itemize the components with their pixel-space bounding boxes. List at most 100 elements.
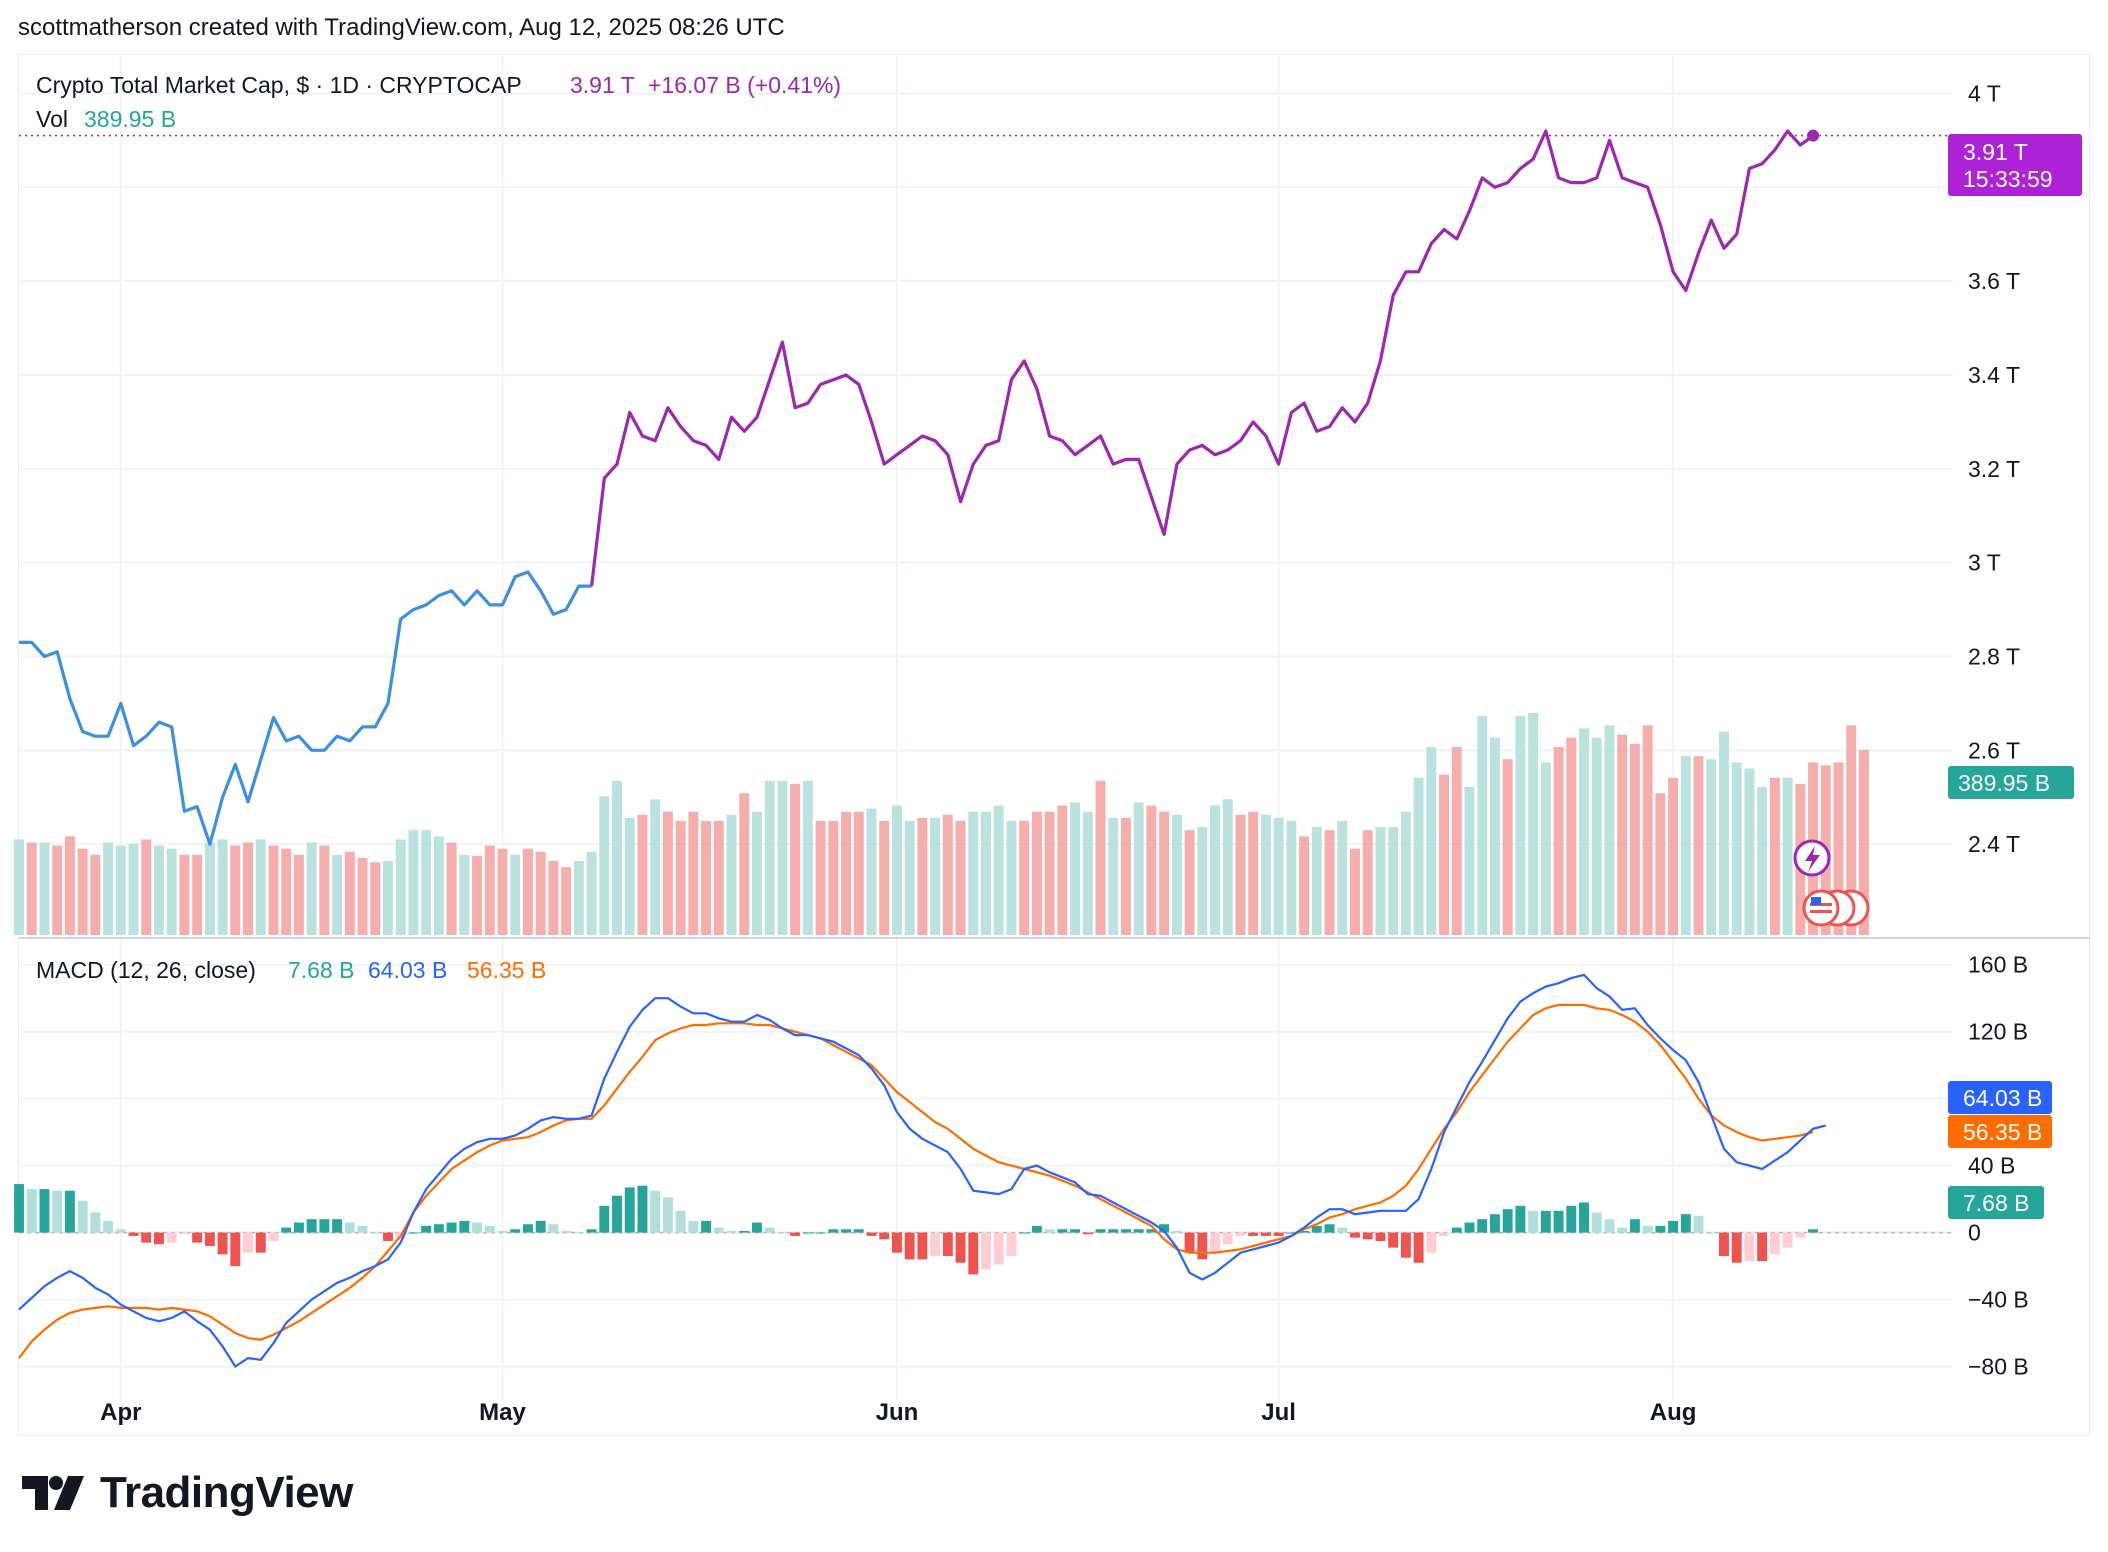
volume-bar [752, 811, 762, 935]
volume-bar [281, 848, 292, 935]
histogram-bar [1617, 1227, 1628, 1233]
histogram-bar [624, 1187, 635, 1233]
volume-bar [255, 839, 266, 935]
histogram-bar [1680, 1214, 1691, 1233]
histogram-bar [141, 1232, 152, 1243]
volume-bar [573, 861, 584, 935]
histogram-bar [802, 1232, 813, 1234]
us-flag-event-icon[interactable] [1802, 889, 1870, 927]
volume-bar [828, 820, 839, 935]
histogram-bar [472, 1222, 483, 1233]
volume-bar [1604, 725, 1615, 935]
volume-bar [243, 842, 253, 935]
volume-bar [153, 845, 164, 935]
volume-bar [522, 848, 533, 935]
volume-bar [790, 783, 801, 935]
histogram-bar [942, 1232, 953, 1257]
y-tick-label: 2.6 T [1968, 737, 2020, 763]
legend-last-price: 3.91 T [570, 72, 635, 98]
legend-change: +16.07 B (+0.41%) [648, 72, 841, 98]
volume-bar [841, 811, 852, 935]
histogram-bar [662, 1197, 673, 1233]
histogram-bar [535, 1220, 546, 1233]
volume-bar [1082, 811, 1093, 935]
histogram-bar [1566, 1205, 1577, 1233]
histogram-bar [1222, 1232, 1233, 1245]
volume-bar [1197, 827, 1208, 935]
y-tick-label: 40 B [1968, 1153, 2015, 1179]
tradingview-brand[interactable]: TradingView [22, 1468, 353, 1518]
volume-bar [1222, 799, 1233, 935]
volume-bar [637, 814, 648, 935]
histogram-bar [1184, 1232, 1195, 1253]
volume-bar [1642, 725, 1653, 935]
volume-bar [968, 811, 979, 935]
macd-histogram [14, 1184, 1819, 1275]
volume-bar [1693, 756, 1704, 935]
legend-vol-value: 389.95 B [84, 106, 176, 132]
volume-bar [103, 842, 114, 935]
volume-bar [866, 808, 877, 935]
histogram-bar [1439, 1232, 1450, 1236]
volume-badge-bg [1948, 766, 2074, 799]
histogram-bar [357, 1225, 368, 1233]
histogram-bar [484, 1225, 495, 1233]
histogram-bar [1795, 1232, 1806, 1238]
histogram-bar [77, 1200, 88, 1233]
volume-bar [1680, 756, 1691, 935]
histogram-bar [1350, 1232, 1360, 1238]
volume-bar [1388, 827, 1399, 935]
histogram-bar [1324, 1224, 1335, 1233]
histogram-bar [548, 1224, 559, 1233]
volume-bar [1744, 768, 1755, 935]
volume-bar [917, 817, 928, 935]
x-tick-label: Apr [100, 1399, 141, 1426]
volume-bar [484, 845, 495, 935]
volume-bar [1528, 713, 1539, 935]
volume-bar [993, 805, 1004, 935]
histogram-bar [1082, 1232, 1093, 1235]
histogram-bar [1400, 1232, 1411, 1258]
brand-name: TradingView [100, 1468, 353, 1517]
volume-bar [459, 854, 470, 935]
volume-bar [192, 854, 203, 935]
histogram-bar [306, 1219, 317, 1233]
histogram-bar [1159, 1224, 1170, 1233]
histogram-bar [1782, 1232, 1793, 1248]
histogram-bar [383, 1232, 393, 1241]
histogram-bar [153, 1232, 164, 1245]
histogram-bar [1477, 1219, 1488, 1233]
y-tick-label: 3.4 T [1968, 362, 2020, 388]
histogram-bar [650, 1190, 661, 1233]
volume-bar [1133, 802, 1144, 935]
histogram-bar [1070, 1229, 1081, 1233]
volume-bar [1757, 787, 1768, 935]
volume-bar [853, 811, 864, 935]
volume-bar [1731, 762, 1742, 935]
volume-bar [981, 811, 991, 935]
histogram-bar [14, 1184, 24, 1233]
volume-bar [179, 854, 190, 935]
histogram-bar [446, 1222, 457, 1233]
histogram-bar [243, 1232, 253, 1253]
histogram-bar [255, 1232, 266, 1253]
volume-bar [14, 839, 24, 935]
histogram-bar [1579, 1202, 1589, 1233]
volume-bar [1439, 774, 1450, 935]
histogram-bar [1451, 1227, 1462, 1233]
volume-bar [650, 799, 661, 935]
volume-bar [764, 780, 775, 935]
histogram-bar [955, 1232, 966, 1263]
volume-bar [739, 793, 750, 935]
lightning-event-icon[interactable] [1793, 839, 1831, 877]
volume-bar [930, 817, 941, 935]
volume-bar [370, 862, 381, 935]
volume-bar [1146, 805, 1157, 935]
histogram-bar [1019, 1232, 1030, 1234]
histogram-bar [1146, 1229, 1157, 1233]
volume-bar [1540, 762, 1551, 935]
histogram-bar [866, 1232, 877, 1236]
volume-bar [1350, 848, 1360, 935]
